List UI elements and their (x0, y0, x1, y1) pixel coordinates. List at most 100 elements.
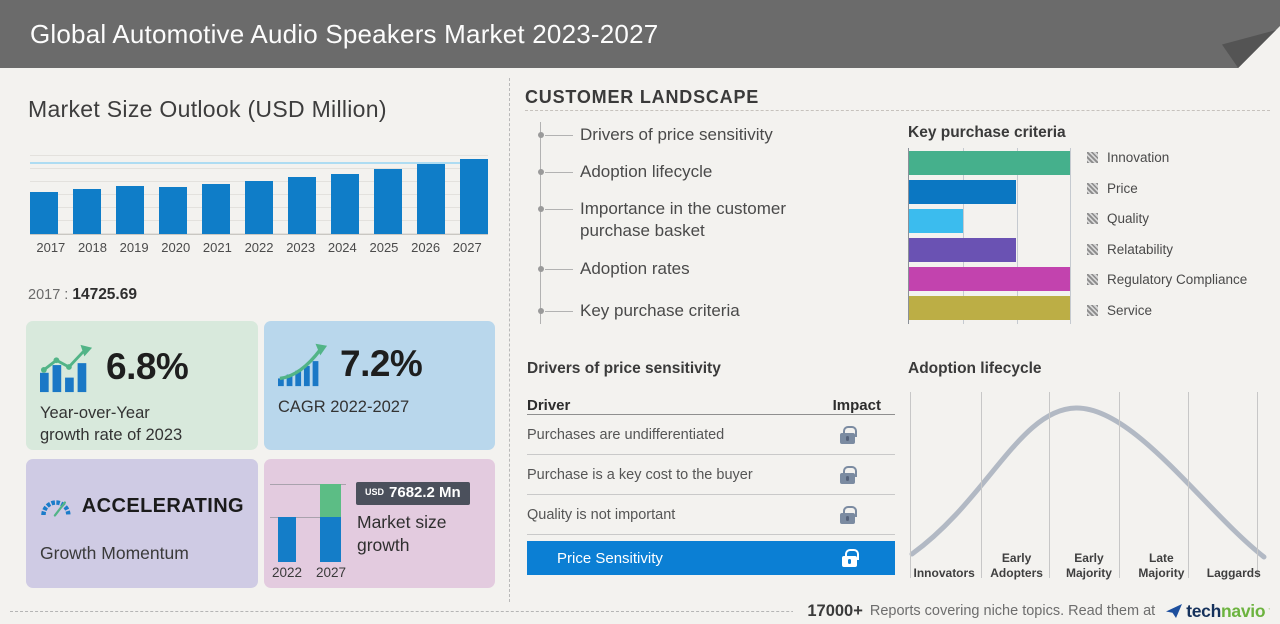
gridline (1049, 392, 1050, 578)
legend-item: Regulatory Compliance (1087, 272, 1247, 287)
market-growth-card: 2022 2027 USD 7682.2 Mn Market size growt… (264, 459, 495, 588)
stage-label-laggards: Laggards (1206, 566, 1261, 580)
drivers-title: Drivers of price sensitivity (527, 360, 721, 377)
landscape-item: Adoption rates (580, 259, 690, 278)
purchase-criteria-chart (908, 148, 1071, 324)
landscape-item: Importance in the customer purchase bask… (580, 199, 786, 241)
adoption-stage-labels: Innovators Early Adopters Early Majority La… (908, 540, 1270, 582)
momentum-card: ACCELERATING Growth Momentum (26, 459, 258, 588)
base-year-value: 2017 :14725.69 (28, 286, 137, 304)
market-size-bar-2027 (460, 159, 488, 234)
legend-label: Service (1107, 303, 1153, 318)
x-tick-label: 2022 (244, 240, 274, 255)
market-size-bar-2018 (73, 188, 101, 234)
list-bullet (538, 169, 544, 175)
legend-item: Service (1087, 303, 1152, 318)
driver-label: Quality is not important (527, 506, 676, 523)
legend-label: Relatability (1107, 241, 1174, 257)
legend-swatch-icon (1087, 243, 1098, 255)
list-connector (545, 209, 573, 210)
technavio-logo[interactable]: tech navio’ (1166, 601, 1270, 622)
badge-value: 7682.2 Mn (389, 484, 461, 501)
growth-value-badge: USD 7682.2 Mn (356, 482, 470, 505)
list-bullet (538, 206, 544, 212)
momentum-label: Growth Momentum (40, 543, 189, 563)
landscape-item: Adoption lifecycle (580, 162, 713, 181)
list-connector (545, 311, 573, 312)
list-connector (545, 172, 573, 173)
adoption-lifecycle-title: Adoption lifecycle (908, 360, 1042, 377)
footer-divider (10, 611, 1270, 612)
header-bar: Global Automotive Audio Speakers Market … (0, 0, 1280, 68)
criteria-bar-service (909, 296, 1070, 320)
stage-label-late-majority: Late Majority (1138, 551, 1185, 580)
momentum-value: ACCELERATING (81, 494, 244, 517)
price-sensitivity-label: Price Sensitivity (557, 549, 663, 567)
landscape-item: Key purchase criteria (580, 301, 740, 320)
stage-label-innovators: Innovators (913, 566, 975, 580)
driver-row: Purchases are undifferentiated (527, 415, 895, 455)
brand-prefix: tech (1186, 600, 1221, 621)
brand-trademark: ’ (1268, 606, 1270, 616)
rising-bars-arrow-icon (278, 343, 328, 387)
page-title: Global Automotive Audio Speakers Market … (30, 19, 659, 49)
growth-bar-2027-base (320, 517, 341, 562)
driver-label: Purchase is a key cost to the buyer (527, 466, 753, 483)
vertical-divider (509, 78, 510, 602)
gridline (1257, 392, 1258, 578)
x-tick-label: 2018 (78, 240, 107, 255)
market-size-bar-2017 (30, 191, 58, 234)
gridline (963, 148, 964, 324)
lock-icon (840, 465, 857, 484)
bell-curve (909, 405, 1267, 560)
growth-year-left: 2022 (271, 565, 303, 580)
x-tick-label: 2026 (411, 240, 441, 255)
market-size-chart (30, 143, 488, 235)
yoy-value: 6.8% (106, 346, 189, 387)
x-tick-label: 2024 (327, 240, 357, 255)
legend-label: Regulatory Compliance (1107, 272, 1248, 288)
price-sensitivity-row: Price Sensitivity (527, 541, 895, 575)
x-tick-label: 2027 (452, 240, 482, 255)
legend-swatch-icon (1087, 274, 1098, 286)
footer: 17000+ Reports covering niche topics. Re… (793, 598, 1270, 624)
cagr-card: 7.2% CAGR 2022-2027 (264, 321, 495, 450)
yoy-growth-card: 6.8% Year-over-Year growth rate of 2023 (26, 321, 258, 450)
market-size-bar-2023 (288, 177, 316, 234)
driver-column-header: Driver (527, 397, 571, 414)
adoption-lifecycle-chart (908, 388, 1270, 578)
x-tick-label: 2017 (36, 240, 66, 255)
x-tick-label: 2025 (369, 240, 399, 255)
drivers-table: Driver Impact Purchases are undifferenti… (527, 388, 895, 575)
market-size-bar-2021 (202, 184, 230, 234)
badge-currency: USD (365, 487, 385, 497)
bar-chart-trend-icon (40, 344, 93, 393)
criteria-bar-innovation (909, 151, 1070, 175)
purchase-criteria-title: Key purchase criteria (908, 124, 1066, 141)
technavio-plane-icon (1166, 603, 1183, 618)
stage-label-early-adopters: Early Adopters (990, 551, 1043, 580)
lock-icon (842, 549, 859, 567)
lock-icon (840, 425, 857, 444)
gridline (1119, 392, 1120, 578)
driver-label: Purchases are undifferentiated (527, 426, 725, 443)
criteria-bar-price (909, 180, 1016, 204)
lock-icon (840, 505, 857, 524)
driver-row: Purchase is a key cost to the buyer (527, 455, 895, 495)
market-size-bar-2024 (331, 173, 359, 234)
report-count: 17000+ (807, 601, 863, 620)
gridline (1188, 392, 1189, 578)
legend-swatch-icon (1087, 305, 1098, 316)
criteria-bar-relatability (909, 238, 1016, 262)
growth-topline (270, 484, 346, 485)
list-spine (540, 122, 541, 324)
yoy-label: Year-over-Year growth rate of 2023 (40, 404, 183, 444)
customer-landscape-list: Drivers of price sensitivity Adoption lif… (525, 118, 855, 333)
legend-label: Quality (1107, 211, 1150, 227)
criteria-bar-quality (909, 209, 963, 233)
footer-text: Reports covering niche topics. Read them… (869, 603, 1156, 619)
legend-item: Innovation (1087, 150, 1169, 165)
brand-suffix: navio (1221, 600, 1266, 621)
cagr-value: 7.2% (340, 343, 423, 384)
